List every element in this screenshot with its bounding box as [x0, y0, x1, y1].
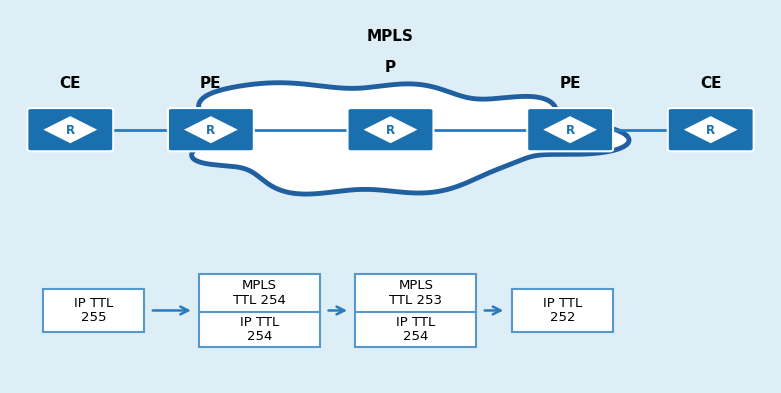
FancyBboxPatch shape	[168, 108, 254, 151]
Text: PE: PE	[200, 76, 222, 91]
Text: P: P	[385, 61, 396, 75]
Text: 254: 254	[247, 330, 273, 343]
Polygon shape	[41, 115, 99, 144]
Text: PE: PE	[559, 76, 581, 91]
Text: CE: CE	[700, 76, 722, 91]
FancyBboxPatch shape	[43, 289, 144, 332]
FancyBboxPatch shape	[668, 108, 754, 151]
Text: IP TTL: IP TTL	[74, 297, 113, 310]
Text: R: R	[565, 124, 575, 137]
FancyBboxPatch shape	[527, 108, 613, 151]
Text: 255: 255	[81, 311, 106, 324]
Text: TTL 253: TTL 253	[390, 294, 442, 307]
Text: MPLS: MPLS	[398, 279, 433, 292]
Text: 252: 252	[550, 311, 575, 324]
Text: MPLS: MPLS	[242, 279, 277, 292]
FancyBboxPatch shape	[512, 289, 613, 332]
Text: IP TTL: IP TTL	[396, 316, 436, 329]
FancyBboxPatch shape	[27, 108, 113, 151]
Text: R: R	[386, 124, 395, 137]
Text: IP TTL: IP TTL	[240, 316, 280, 329]
Text: R: R	[66, 124, 75, 137]
Text: TTL 254: TTL 254	[234, 294, 286, 307]
Text: IP TTL: IP TTL	[543, 297, 582, 310]
Polygon shape	[541, 115, 599, 144]
Text: R: R	[706, 124, 715, 137]
Text: 254: 254	[403, 330, 429, 343]
Polygon shape	[191, 83, 629, 194]
Polygon shape	[182, 115, 240, 144]
FancyBboxPatch shape	[348, 108, 433, 151]
FancyBboxPatch shape	[355, 274, 476, 347]
Text: CE: CE	[59, 76, 81, 91]
Text: R: R	[206, 124, 216, 137]
FancyBboxPatch shape	[199, 274, 320, 347]
Polygon shape	[362, 115, 419, 144]
Text: MPLS: MPLS	[367, 29, 414, 44]
Polygon shape	[682, 115, 740, 144]
